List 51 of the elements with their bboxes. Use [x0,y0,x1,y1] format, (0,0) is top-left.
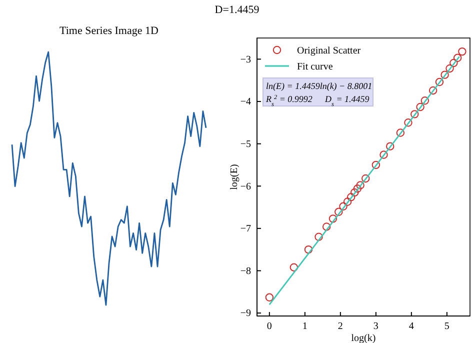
point [380,150,388,159]
x-tick-label: 3 [373,321,378,332]
y-tick-label: −3 [240,54,251,66]
x-tick-label: 0 [266,321,272,332]
y-tick-label: −5 [240,138,251,150]
annotation: ln(E) = 1.4459ln(k) − 8.8001 [266,81,372,91]
text: D=1.4459 [214,4,260,16]
legend-label: Fit curve [297,62,334,72]
annotation: D$_{s}$ = 1.4459 [324,94,370,108]
point [304,245,313,254]
point [450,58,458,68]
y-axis-title: log(E) [229,164,240,190]
point [362,174,370,183]
point [346,193,356,202]
y-tick-label: −8 [240,266,251,277]
point [314,232,323,241]
point [453,54,462,62]
y-tick-label: −9 [240,308,251,320]
y-tick-label: −4 [240,96,251,108]
point [428,86,438,95]
point [440,70,449,79]
point [343,198,352,206]
chart-title: Time Series Image 1D [60,25,158,37]
y-tick-label: −6 [240,181,251,192]
x-tick-label: 5 [444,321,450,332]
x-tick-label: 2 [338,321,343,332]
x-tick-label: 1 [302,321,308,332]
point [356,181,364,190]
legend-label: Original Scatter [297,46,362,56]
point [265,293,274,302]
point [458,47,466,56]
point [339,202,348,211]
point [350,188,359,197]
point [334,208,343,216]
point [410,110,419,118]
point [416,102,424,112]
point [420,96,430,105]
point [372,160,380,170]
y-tick-label: −7 [240,224,251,235]
point [404,118,412,127]
point [290,263,298,272]
point [328,214,338,223]
annotation: R$_{s}$$^{2}$ = 0.9992 [265,94,313,108]
point [322,222,331,231]
point [396,128,405,137]
point [353,184,362,193]
point [435,78,444,86]
x-axis-title: log(k) [351,333,376,343]
x-tick-label: 4 [408,321,414,332]
point [386,142,394,150]
point [446,64,454,73]
